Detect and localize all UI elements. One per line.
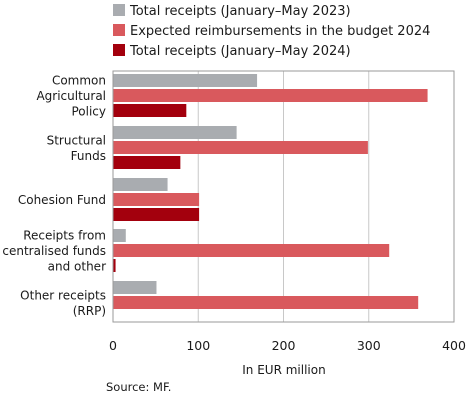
bars [113,74,428,309]
bar-3-series-0 [113,229,126,242]
bar-2-series-1 [113,193,200,206]
category-label-line: Receipts from [23,229,106,243]
bar-3-series-2 [113,259,116,272]
bar-0-series-0 [113,74,258,87]
legend-label-0: Total receipts (January–May 2023) [129,4,351,19]
legend: Total receipts (January–May 2023) Expecte… [113,4,430,59]
bar-1-series-2 [113,156,181,169]
gridlines [197,71,370,322]
category-label-line: Funds [71,149,106,163]
legend-label-1: Expected reimbursements in the budget 20… [130,24,430,39]
x-tick-label-0: 0 [109,338,117,353]
category-label-line: Other receipts [20,288,106,302]
x-tick-label-100: 100 [186,338,210,353]
legend-label-2: Total receipts (January–May 2024) [129,44,351,59]
plot-frame [112,70,455,323]
bar-1-series-0 [113,126,237,139]
category-label-line: (RRP) [73,304,106,318]
legend-swatch-1 [113,24,125,36]
bar-0-series-1 [113,89,428,102]
category-label-line: Policy [71,105,106,119]
bar-2-series-0 [113,178,168,191]
legend-swatch-2 [113,44,125,56]
bar-3-series-1 [113,244,390,257]
x-tick-label-300: 300 [357,338,381,353]
bar-1-series-1 [113,141,368,154]
category-label-2: Cohesion Fund [18,193,106,207]
legend-swatch-0 [113,4,125,16]
category-label-1: Structural Funds [47,133,106,163]
bar-2-series-2 [113,208,200,221]
x-axis-title: In EUR million [242,363,325,377]
x-tick-label-200: 200 [272,338,296,353]
category-label-line: Common [52,74,106,88]
category-label-line: Agricultural [36,89,106,103]
category-label-line: centralised funds [2,244,106,258]
x-tick-label-400: 400 [442,338,466,353]
category-label-3: Receipts from centralised funds and other [2,229,106,274]
bar-4-series-1 [113,296,419,309]
source-note: Source: MF. [106,380,171,394]
category-label-line: and other [48,260,106,274]
category-labels: Common Agricultural Policy Structural Funds C… [2,74,106,318]
category-label-4: Other receipts (RRP) [20,288,106,318]
x-axis-ticks: 0 100 200 300 400 [109,338,466,353]
bar-0-series-2 [113,104,187,117]
category-label-line: Cohesion Fund [18,193,106,207]
category-label-line: Structural [47,133,106,147]
bar-4-series-0 [113,281,157,294]
category-label-0: Common Agricultural Policy [36,74,106,119]
